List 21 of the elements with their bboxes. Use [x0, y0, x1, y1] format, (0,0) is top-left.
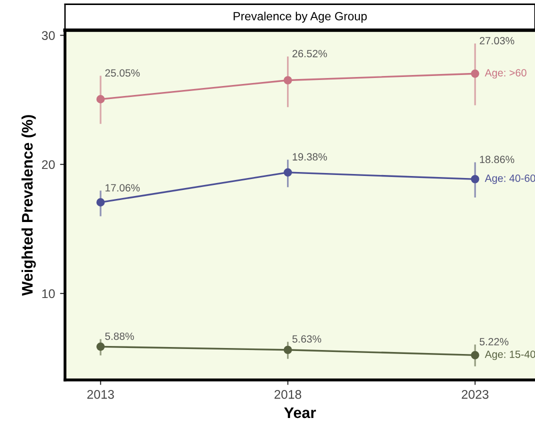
- y-tick-label: 10: [42, 289, 55, 298]
- data-label: 27.03%: [480, 37, 514, 44]
- data-label: 17.06%: [106, 184, 140, 192]
- series-label: Age: 40-60: [484, 174, 535, 184]
- data-label: 18.86%: [480, 156, 514, 164]
- x-tick-label: 2013: [87, 390, 114, 399]
- y-tick-label: 20: [42, 160, 55, 170]
- x-tick-label: 2018: [274, 390, 302, 399]
- data-label: 5.88%: [105, 332, 134, 340]
- data-label: 5.22%: [480, 338, 508, 346]
- series-label: Age: >60: [484, 69, 526, 79]
- data-label: 25.05%: [105, 69, 140, 77]
- chart-title: Prevalence by Age Group: [234, 12, 367, 23]
- data-label: 26.52%: [292, 50, 327, 58]
- y-tick-label: 30: [42, 31, 55, 40]
- x-tick-label: 2023: [462, 390, 488, 399]
- series-label: Age: 15-40: [484, 350, 535, 360]
- data-label: 19.38%: [292, 153, 327, 161]
- data-label: 5.63%: [292, 335, 322, 343]
- x-axis-title: Year: [284, 407, 316, 418]
- y-axis-title: Weighted Prevalence (%): [22, 115, 36, 296]
